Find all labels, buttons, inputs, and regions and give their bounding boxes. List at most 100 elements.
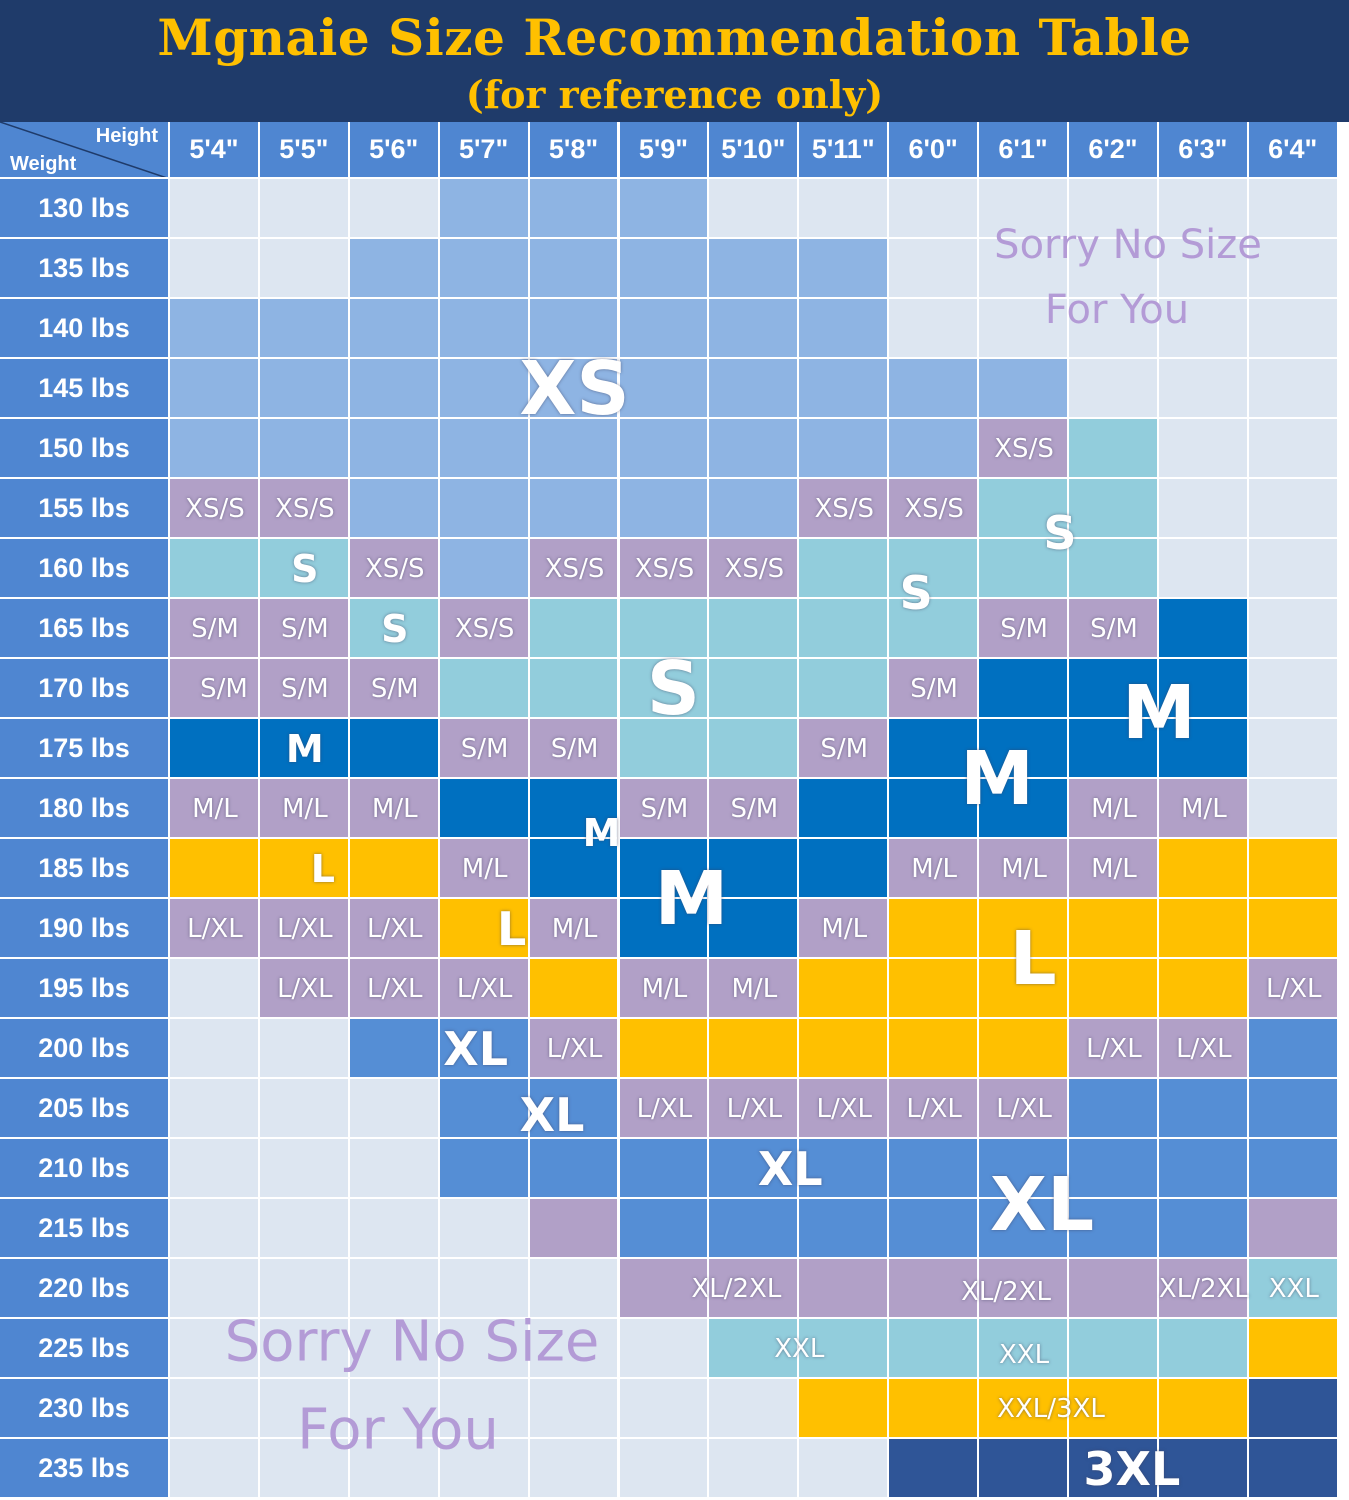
size-cell (979, 419, 1069, 479)
size-label: XS/S (364, 554, 425, 584)
size-label: XS/S (904, 494, 964, 524)
size-cell (799, 1199, 890, 1259)
size-cell (979, 479, 1069, 539)
size-cell (259, 179, 350, 239)
size-label: XL (519, 1088, 585, 1142)
size-label: L/XL (1176, 1034, 1232, 1064)
weight-header: 170 lbs (0, 659, 170, 719)
size-cell (349, 539, 440, 599)
size-cell (979, 239, 1069, 299)
size-label: S (291, 547, 319, 591)
size-label: XL/2XL (1158, 1274, 1249, 1304)
size-cell (259, 839, 350, 899)
size-cell (529, 1319, 620, 1379)
size-cell (889, 719, 980, 779)
size-cell (889, 1439, 980, 1499)
size-cell (1069, 659, 1159, 719)
size-cell (979, 1019, 1069, 1079)
size-label: L/XL (366, 914, 423, 944)
size-cell (979, 1199, 1069, 1259)
size-cell (349, 359, 440, 419)
size-cell (439, 179, 530, 239)
size-cell (349, 299, 440, 359)
size-cell (1158, 1079, 1249, 1139)
size-cell (259, 719, 350, 779)
size-label: XS/S (994, 434, 1054, 464)
size-cell (799, 1019, 890, 1079)
size-cell (619, 1139, 710, 1199)
weight-header: 190 lbs (0, 899, 170, 959)
corner-diagonal (0, 122, 167, 177)
size-cell (529, 179, 620, 239)
size-cell (979, 1259, 1069, 1319)
weight-header: 165 lbs (0, 599, 170, 659)
size-cell (709, 839, 800, 899)
size-cell (529, 599, 620, 659)
size-cell (259, 659, 350, 719)
size-cell (439, 1019, 530, 1079)
weight-header: 185 lbs (0, 839, 170, 899)
size-cell (259, 959, 350, 1019)
size-cell (349, 1019, 440, 1079)
weight-header: 160 lbs (0, 539, 170, 599)
size-cell (1158, 1019, 1249, 1079)
size-cell (709, 479, 800, 539)
size-cell (889, 659, 980, 719)
height-header: 6'2" (1069, 122, 1159, 179)
corner-header: Height Weight (0, 122, 170, 179)
size-cell (170, 479, 260, 539)
size-cell (799, 1379, 890, 1439)
size-cell (349, 179, 440, 239)
size-cell (349, 1319, 440, 1379)
size-cell (439, 239, 530, 299)
size-cell (889, 179, 980, 239)
size-cell (979, 299, 1069, 359)
size-cell (889, 1259, 980, 1319)
size-label: XXL (774, 1334, 825, 1364)
size-cell (1248, 899, 1339, 959)
title-banner: Mgnaie Size Recommendation Table (for re… (0, 0, 1349, 122)
size-cell (259, 419, 350, 479)
size-cell (979, 179, 1069, 239)
weight-header: 200 lbs (0, 1019, 170, 1079)
size-label: M/L (641, 974, 688, 1004)
size-cell (889, 959, 980, 1019)
size-cell (1248, 1139, 1339, 1199)
size-cell (439, 779, 530, 839)
size-cell (799, 779, 890, 839)
size-label: L/XL (456, 974, 513, 1004)
size-label: L/XL (996, 1094, 1052, 1124)
height-header: 5'4" (170, 122, 260, 179)
size-cell (439, 1139, 530, 1199)
size-label: XS/S (544, 554, 605, 584)
size-cell (799, 299, 890, 359)
size-cell (170, 959, 260, 1019)
size-cell (439, 1199, 530, 1259)
weight-header: 135 lbs (0, 239, 170, 299)
size-cell (349, 779, 440, 839)
size-label: XXL (998, 1340, 1050, 1370)
size-cell (349, 479, 440, 539)
size-cell (709, 1139, 800, 1199)
size-cell (1158, 299, 1249, 359)
size-cell (619, 1439, 710, 1499)
size-cell (1158, 179, 1249, 239)
no-size-note-top-line1: Sorry No Size (994, 222, 1262, 268)
size-cell (709, 1379, 800, 1439)
size-label: L (1009, 916, 1057, 1002)
weight-header: 175 lbs (0, 719, 170, 779)
size-cell (170, 1379, 260, 1439)
size-cell (619, 959, 710, 1019)
size-cell (1158, 239, 1249, 299)
size-cell (619, 179, 710, 239)
height-header: 6'0" (889, 122, 980, 179)
size-cell (889, 239, 980, 299)
size-cell (439, 299, 530, 359)
size-cell (529, 839, 620, 899)
size-cell (170, 419, 260, 479)
size-cell (1158, 1379, 1249, 1439)
size-cell (259, 539, 350, 599)
size-label: M (285, 727, 324, 771)
size-cell (439, 1379, 530, 1439)
size-cell (979, 1139, 1069, 1199)
